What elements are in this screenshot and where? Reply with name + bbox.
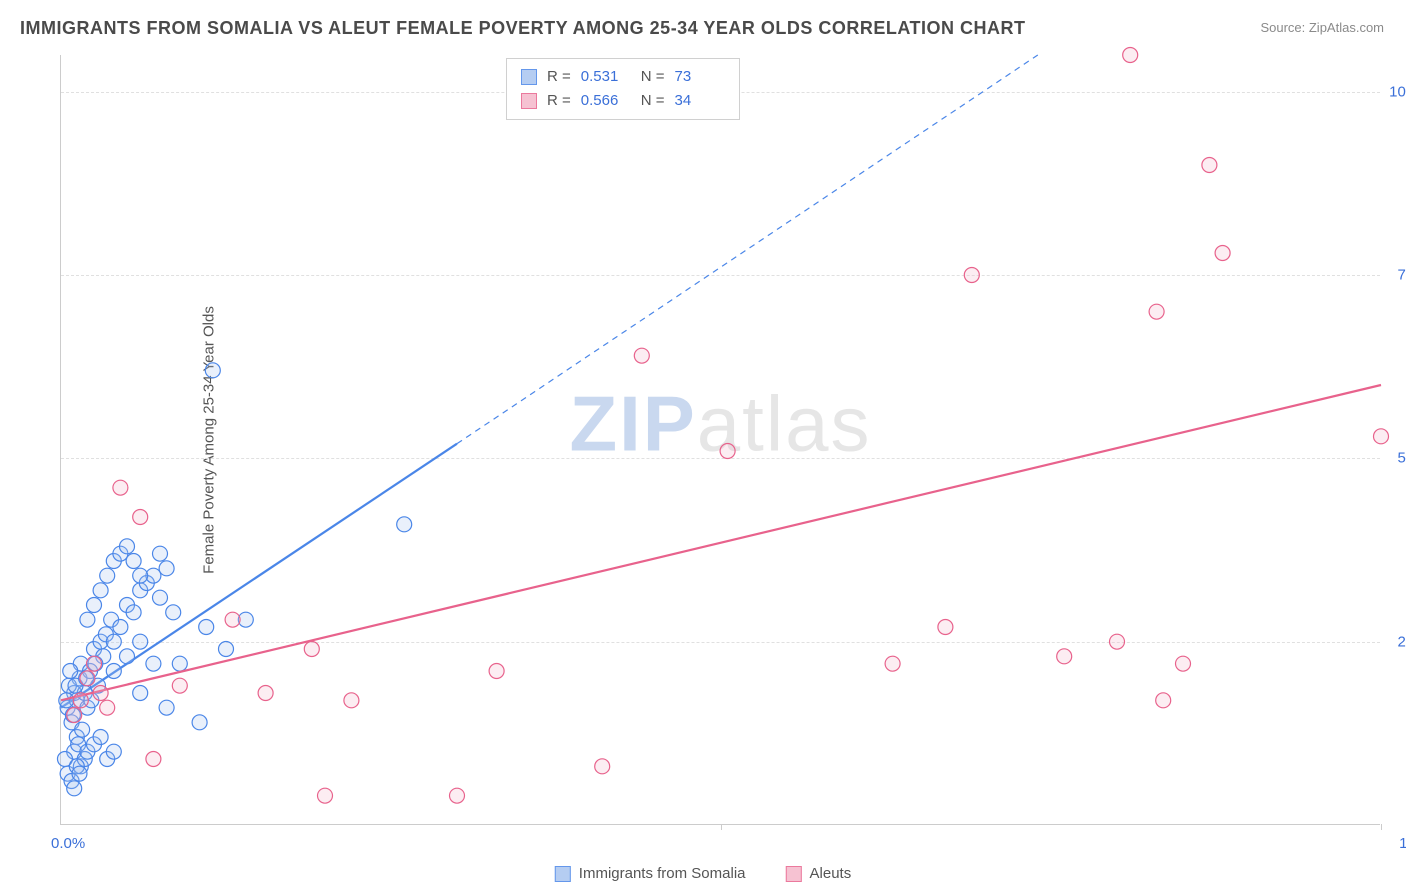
data-point (80, 671, 95, 686)
data-point (1110, 634, 1125, 649)
data-point (964, 268, 979, 283)
data-point (1176, 656, 1191, 671)
data-point (1215, 246, 1230, 261)
data-point (159, 700, 174, 715)
stats-row-series1: R = 0.531 N = 73 (521, 65, 725, 89)
data-point (153, 590, 168, 605)
data-point (106, 744, 121, 759)
data-point (87, 598, 102, 613)
x-tick-mark (721, 824, 722, 830)
data-point (100, 700, 115, 715)
data-point (938, 620, 953, 635)
n-value-1: 73 (675, 65, 725, 89)
data-point (146, 656, 161, 671)
r-value-1: 0.531 (581, 65, 631, 89)
bottom-legend: Immigrants from Somalia Aleuts (555, 865, 851, 882)
swatch-series2 (521, 93, 537, 109)
data-point (205, 363, 220, 378)
data-point (172, 678, 187, 693)
data-point (67, 708, 82, 723)
data-point (73, 693, 88, 708)
n-value-2: 34 (675, 89, 725, 113)
data-point (720, 444, 735, 459)
data-point (133, 686, 148, 701)
data-point (397, 517, 412, 532)
data-point (126, 554, 141, 569)
data-point (133, 634, 148, 649)
data-point (304, 642, 319, 657)
data-point (133, 568, 148, 583)
data-point (113, 620, 128, 635)
x-tick-hundred: 100.0% (1399, 835, 1406, 852)
data-point (93, 583, 108, 598)
data-point (153, 546, 168, 561)
data-point (1149, 304, 1164, 319)
data-point (595, 759, 610, 774)
legend-swatch-1 (555, 866, 571, 882)
data-point (344, 693, 359, 708)
chart-title: IMMIGRANTS FROM SOMALIA VS ALEUT FEMALE … (20, 18, 1026, 39)
data-point (159, 561, 174, 576)
data-point (80, 612, 95, 627)
data-point (63, 664, 78, 679)
stats-box: R = 0.531 N = 73 R = 0.566 N = 34 (506, 58, 740, 120)
data-point (75, 722, 90, 737)
legend-label-2: Aleuts (810, 865, 852, 882)
data-point (489, 664, 504, 679)
data-point (72, 766, 87, 781)
data-point (634, 348, 649, 363)
data-point (93, 730, 108, 745)
n-label-2: N = (641, 89, 665, 113)
data-point (1057, 649, 1072, 664)
y-tick-label: 75.0% (1397, 267, 1406, 284)
x-tick-mark (1381, 824, 1382, 830)
plot-area: Female Poverty Among 25-34 Year Olds ZIP… (60, 55, 1380, 825)
data-point (100, 568, 115, 583)
data-point (126, 605, 141, 620)
legend-swatch-2 (786, 866, 802, 882)
trend-line (61, 385, 1381, 700)
data-point (120, 539, 135, 554)
data-point (225, 612, 240, 627)
data-point (1374, 429, 1389, 444)
scatter-svg (61, 55, 1380, 824)
data-point (885, 656, 900, 671)
data-point (1156, 693, 1171, 708)
data-point (67, 781, 82, 796)
swatch-series1 (521, 69, 537, 85)
data-point (258, 686, 273, 701)
x-tick-zero: 0.0% (51, 835, 85, 852)
n-label-1: N = (641, 65, 665, 89)
y-tick-label: 100.0% (1389, 83, 1406, 100)
data-point (219, 642, 234, 657)
data-point (93, 686, 108, 701)
data-point (450, 788, 465, 803)
data-point (120, 649, 135, 664)
data-point (106, 634, 121, 649)
r-value-2: 0.566 (581, 89, 631, 113)
data-point (192, 715, 207, 730)
stats-row-series2: R = 0.566 N = 34 (521, 89, 725, 113)
data-point (318, 788, 333, 803)
legend-item-1: Immigrants from Somalia (555, 865, 746, 882)
data-point (1202, 158, 1217, 173)
data-point (87, 656, 102, 671)
legend-item-2: Aleuts (786, 865, 852, 882)
data-point (133, 510, 148, 525)
r-label-1: R = (547, 65, 571, 89)
data-point (1123, 48, 1138, 63)
legend-label-1: Immigrants from Somalia (579, 865, 746, 882)
y-tick-label: 50.0% (1397, 450, 1406, 467)
r-label-2: R = (547, 89, 571, 113)
source-attribution: Source: ZipAtlas.com (1260, 20, 1384, 35)
data-point (106, 664, 121, 679)
data-point (172, 656, 187, 671)
data-point (166, 605, 181, 620)
y-tick-label: 25.0% (1397, 633, 1406, 650)
data-point (113, 480, 128, 495)
data-point (146, 752, 161, 767)
data-point (199, 620, 214, 635)
